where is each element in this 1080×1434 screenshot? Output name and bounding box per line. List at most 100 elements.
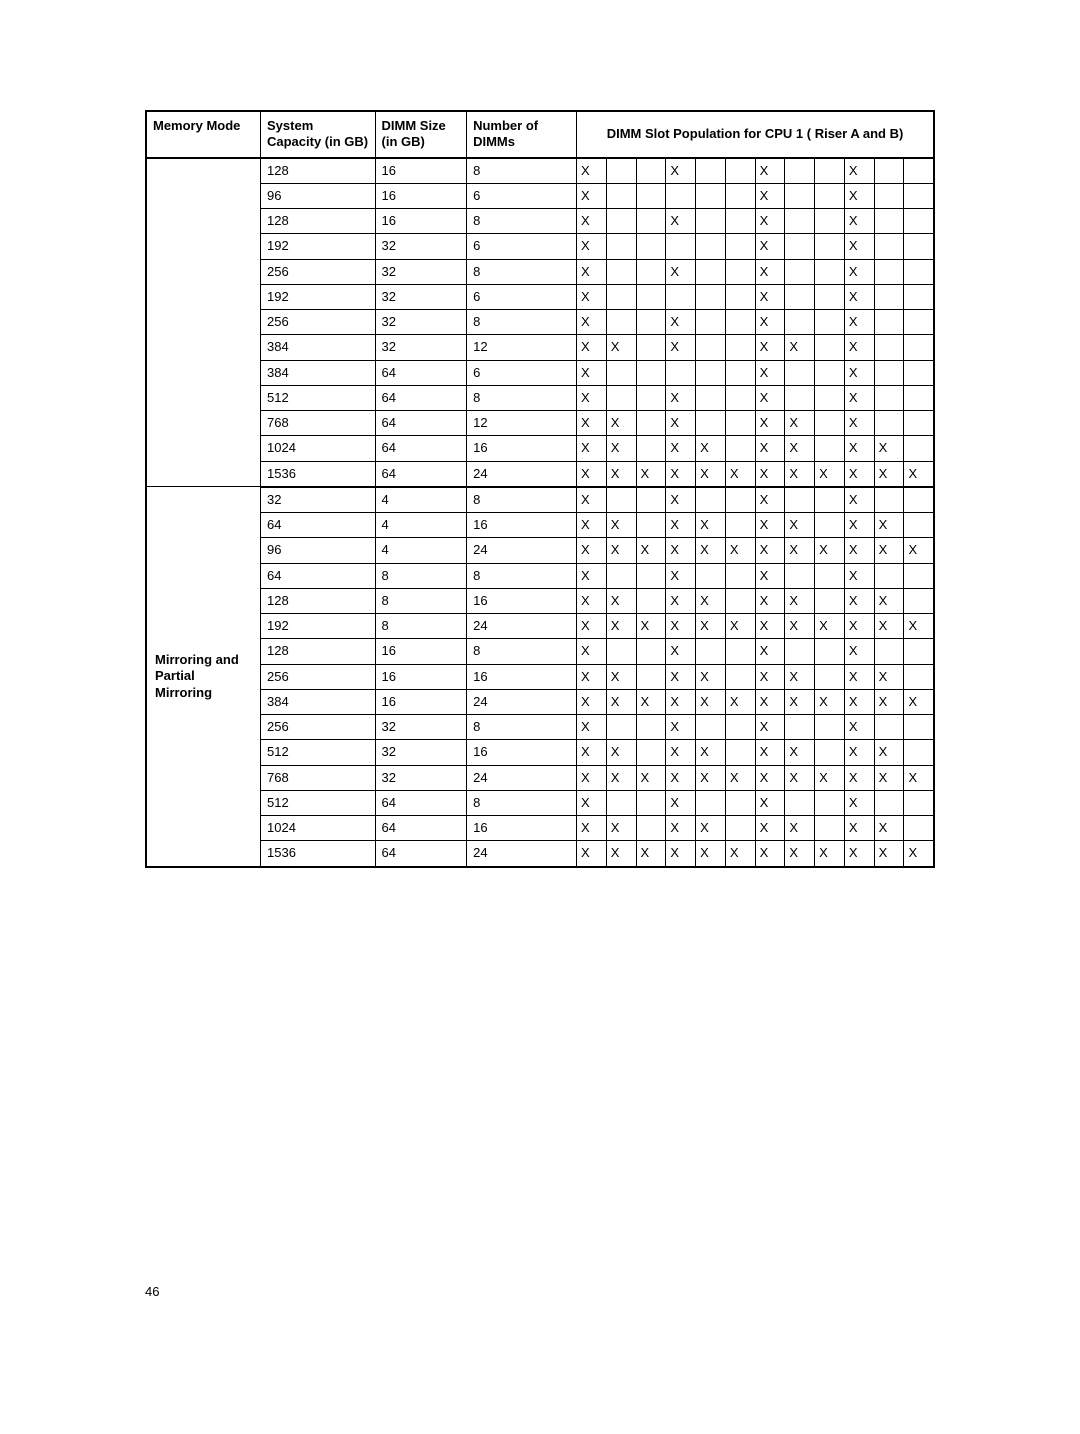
slot-cell: X [577,841,607,867]
number-dimms-cell: 24 [467,614,577,639]
slot-cell: X [755,816,785,841]
slot-cell: X [755,436,785,461]
slot-cell: X [755,234,785,259]
system-capacity-cell: 384 [261,689,376,714]
slot-cell [636,487,666,513]
slot-cell: X [577,310,607,335]
slot-cell: X [844,487,874,513]
slot-cell [636,436,666,461]
slot-cell [874,790,904,815]
slot-cell [636,335,666,360]
slot-cell: X [666,816,696,841]
table-body: 128168XXXX96166XXX128168XXXX192326XXX256… [146,158,934,867]
table-row: 128168XXXX [146,158,934,184]
slot-cell: X [696,538,726,563]
slot-cell: X [606,765,636,790]
slot-cell: X [666,487,696,513]
slot-cell [636,360,666,385]
slot-cell: X [606,461,636,487]
table-row: 128168XXXX [146,639,934,664]
slot-cell: X [606,588,636,613]
slot-cell [815,588,845,613]
slot-cell: X [815,765,845,790]
system-capacity-cell: 256 [261,715,376,740]
slot-cell: X [844,461,874,487]
system-capacity-cell: 32 [261,487,376,513]
dimm-size-cell: 64 [375,360,467,385]
slot-cell: X [577,259,607,284]
slot-cell: X [844,513,874,538]
slot-cell [696,411,726,436]
number-dimms-cell: 8 [467,209,577,234]
slot-cell [904,715,934,740]
slot-cell: X [755,335,785,360]
system-capacity-cell: 1536 [261,461,376,487]
slot-cell [785,790,815,815]
table-row: 384646XXX [146,360,934,385]
number-dimms-cell: 16 [467,588,577,613]
slot-cell: X [815,841,845,867]
slot-cell: X [696,513,726,538]
slot-cell [606,563,636,588]
dimm-size-cell: 8 [375,614,467,639]
dimm-size-cell: 32 [375,765,467,790]
dimm-size-cell: 32 [375,740,467,765]
slot-cell [785,209,815,234]
slot-cell [874,411,904,436]
slot-cell [636,284,666,309]
header-memory-mode: Memory Mode [146,111,261,158]
slot-cell [636,740,666,765]
number-dimms-cell: 24 [467,538,577,563]
slot-cell [725,436,755,461]
table-row: 192326XXX [146,234,934,259]
system-capacity-cell: 128 [261,158,376,184]
slot-cell: X [755,841,785,867]
slot-cell [725,411,755,436]
slot-cell [725,360,755,385]
system-capacity-cell: 256 [261,664,376,689]
slot-cell [636,385,666,410]
slot-cell [815,310,845,335]
slot-cell [636,816,666,841]
slot-cell: X [844,183,874,208]
slot-cell: X [755,461,785,487]
table-row: 3841624XXXXXXXXXXXX [146,689,934,714]
slot-cell: X [666,563,696,588]
slot-cell: X [904,461,934,487]
slot-cell [725,234,755,259]
slot-cell: X [636,461,666,487]
slot-cell: X [666,790,696,815]
slot-cell: X [636,765,666,790]
slot-cell: X [904,689,934,714]
number-dimms-cell: 6 [467,234,577,259]
table-row: 2561616XXXXXXXX [146,664,934,689]
page-number: 46 [145,1284,159,1299]
slot-cell: X [666,513,696,538]
slot-cell [785,183,815,208]
table-header-row: Memory Mode System Capacity (in GB) DIMM… [146,111,934,158]
memory-mode-cell [146,183,261,208]
slot-cell [904,816,934,841]
slot-cell [636,209,666,234]
slot-cell: X [785,461,815,487]
slot-cell: X [636,614,666,639]
slot-cell [904,664,934,689]
memory-mode-cell [146,461,261,487]
slot-cell: X [577,335,607,360]
slot-cell: X [696,841,726,867]
memory-mode-cell [146,436,261,461]
system-capacity-cell: 256 [261,310,376,335]
slot-cell [606,209,636,234]
slot-cell [815,360,845,385]
slot-cell [696,335,726,360]
slot-cell [606,259,636,284]
slot-cell: X [636,538,666,563]
slot-cell: X [815,614,845,639]
slot-cell [606,234,636,259]
dimm-size-cell: 8 [375,563,467,588]
slot-cell [815,740,845,765]
slot-cell: X [755,563,785,588]
slot-cell: X [844,563,874,588]
slot-cell: X [725,538,755,563]
slot-cell: X [725,765,755,790]
